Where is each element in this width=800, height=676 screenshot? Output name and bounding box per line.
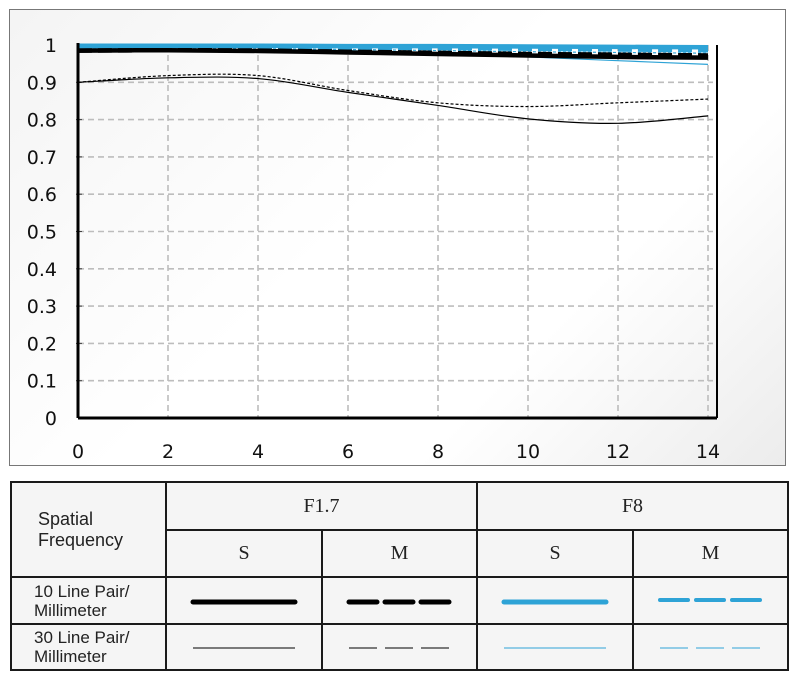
swatch-f17-m-10: [321, 576, 478, 625]
y-tick-label: 0.3: [27, 296, 57, 318]
f8-meridional-header: M: [632, 529, 789, 578]
swatch-f17-m-30: [321, 623, 478, 671]
y-tick-label: 0.4: [27, 259, 57, 281]
x-tick-label: 0: [72, 441, 84, 463]
x-tick-label: 12: [606, 441, 630, 463]
series-f8-s-10-lp-mm: [77, 43, 709, 50]
f17-sagittal-header: S: [165, 529, 323, 578]
series-f1-7-s-30-lp-mm: [77, 76, 709, 125]
swatch-f8-s-30: [476, 623, 634, 671]
series-f1-7-m-10-lp-mm: [77, 47, 709, 58]
y-tick-label: 0.7: [27, 147, 57, 169]
aperture-f17-header: F1.7: [165, 481, 478, 531]
swatch-f8-s-10: [476, 576, 634, 625]
swatch-f8-m-10: [632, 576, 789, 625]
series-f8-m-10-lp-mm: [77, 44, 709, 53]
f17-meridional-header: M: [321, 529, 478, 578]
x-tick-label: 8: [432, 441, 444, 463]
f8-sagittal-header: S: [476, 529, 634, 578]
x-tick-label: 2: [162, 441, 174, 463]
x-tick-label: 14: [696, 441, 720, 463]
y-tick-label: 1: [45, 35, 57, 57]
row-label-30lp: 30 Line Pair/Millimeter: [10, 623, 167, 671]
swatch-f17-s-30: [165, 623, 323, 671]
y-tick-label: 0.5: [27, 222, 57, 244]
swatch-f8-m-30: [632, 623, 789, 671]
x-tick-label: 6: [342, 441, 354, 463]
legend-table: Spatial Frequency F1.7 F8 S M S M 10 Lin…: [10, 481, 789, 671]
spatial-frequency-header: Spatial Frequency: [10, 481, 167, 578]
y-tick-label: 0: [45, 408, 57, 430]
swatch-f17-s-10: [165, 576, 323, 625]
y-tick-label: 0.2: [27, 333, 57, 355]
series-f1-7-m-30-lp-mm: [77, 73, 709, 108]
aperture-f8-header: F8: [476, 481, 789, 531]
x-tick-label: 4: [252, 441, 264, 463]
y-tick-label: 0.6: [27, 184, 57, 206]
x-tick-label: 10: [516, 441, 540, 463]
y-tick-label: 0.9: [27, 72, 57, 94]
row-label-10lp: 10 Line Pair/Millimeter: [10, 576, 167, 625]
y-tick-label: 0.1: [27, 371, 57, 393]
series-f1-7-s-10-lp-mm: [77, 47, 709, 60]
y-tick-label: 0.8: [27, 110, 57, 132]
chart-frame: 0 0.1 0.2 0.3 0.4 0.5 0.6 0.7 0.8 0.9 1 0 2 4 6 8 10 12 14: [9, 9, 786, 466]
mtf-plot: 00.10.20.30.40.50.60.70.80.910 2 4 6 8 10 12 14: [27, 35, 720, 463]
